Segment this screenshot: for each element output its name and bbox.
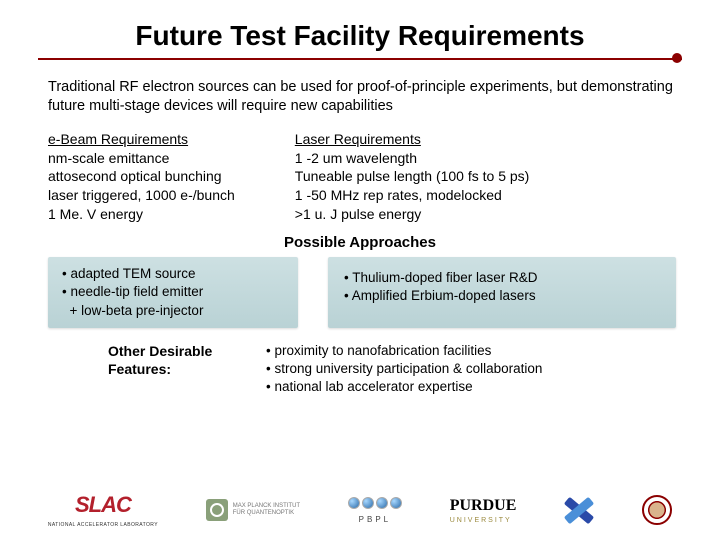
laser-line: 1 -2 um wavelength — [295, 149, 530, 168]
title-underline — [38, 58, 682, 66]
intro-text: Traditional RF electron sources can be u… — [48, 78, 676, 116]
slac-text: SLAC — [75, 492, 131, 518]
features-label: Other Desirable Features: — [108, 342, 248, 378]
logo-row: SLAC NATIONAL ACCELERATOR LABORATORY MAX… — [0, 492, 720, 528]
ebeam-line: attosecond optical bunching — [48, 167, 235, 186]
approach-box-left: • adapted TEM source • needle-tip field … — [48, 257, 298, 328]
purdue-subtext: UNIVERSITY — [450, 517, 512, 524]
x-logo-icon — [564, 496, 594, 524]
feature-item: • national lab accelerator expertise — [266, 378, 542, 396]
mpq-logo: MAX PLANCK INSTITUT FÜR QUANTENOPTIK — [206, 499, 300, 521]
laser-head: Laser Requirements — [295, 130, 530, 149]
ebeam-line: nm-scale emittance — [48, 149, 235, 168]
pbpl-text: PBPL — [359, 515, 391, 524]
approach-item: + low-beta pre-injector — [62, 302, 284, 320]
approach-item: • Thulium-doped fiber laser R&D — [344, 269, 660, 287]
approach-item: • needle-tip field emitter — [62, 283, 284, 301]
purdue-logo: PURDUE UNIVERSITY — [450, 497, 517, 524]
slac-subtext: NATIONAL ACCELERATOR LABORATORY — [48, 522, 158, 528]
laser-requirements: Laser Requirements 1 -2 um wavelength Tu… — [295, 130, 530, 224]
purdue-text: PURDUE — [450, 497, 517, 515]
ebeam-line: laser triggered, 1000 e-/bunch — [48, 186, 235, 205]
pbpl-balls-icon — [348, 497, 402, 509]
ebeam-requirements: e-Beam Requirements nm-scale emittance a… — [48, 130, 235, 224]
requirements-row: e-Beam Requirements nm-scale emittance a… — [48, 130, 676, 224]
approach-box-right: • Thulium-doped fiber laser R&D • Amplif… — [328, 257, 676, 328]
feature-item: • strong university participation & coll… — [266, 360, 542, 378]
stanford-seal — [642, 495, 672, 525]
features-row: Other Desirable Features: • proximity to… — [108, 342, 676, 397]
features-list: • proximity to nanofabrication facilitie… — [266, 342, 542, 397]
feature-item: • proximity to nanofabrication facilitie… — [266, 342, 542, 360]
slac-logo: SLAC NATIONAL ACCELERATOR LABORATORY — [48, 492, 158, 528]
approaches-row: • adapted TEM source • needle-tip field … — [48, 257, 676, 328]
underline-dot-icon — [672, 53, 682, 63]
seal-icon — [642, 495, 672, 525]
ebeam-line: 1 Me. V energy — [48, 205, 235, 224]
laser-line: Tuneable pulse length (100 fs to 5 ps) — [295, 167, 530, 186]
laser-line: >1 u. J pulse energy — [295, 205, 530, 224]
mpq-icon — [206, 499, 228, 521]
x-logo — [564, 496, 594, 524]
mpq-text: MAX PLANCK INSTITUT FÜR QUANTENOPTIK — [233, 503, 300, 516]
slide: Future Test Facility Requirements Tradit… — [0, 0, 720, 540]
ebeam-head: e-Beam Requirements — [48, 130, 235, 149]
approach-item: • adapted TEM source — [62, 265, 284, 283]
pbpl-logo: PBPL — [348, 497, 402, 524]
approaches-heading: Possible Approaches — [38, 234, 682, 251]
approach-item: • Amplified Erbium-doped lasers — [344, 287, 660, 305]
slide-title: Future Test Facility Requirements — [38, 20, 682, 52]
laser-line: 1 -50 MHz rep rates, modelocked — [295, 186, 530, 205]
